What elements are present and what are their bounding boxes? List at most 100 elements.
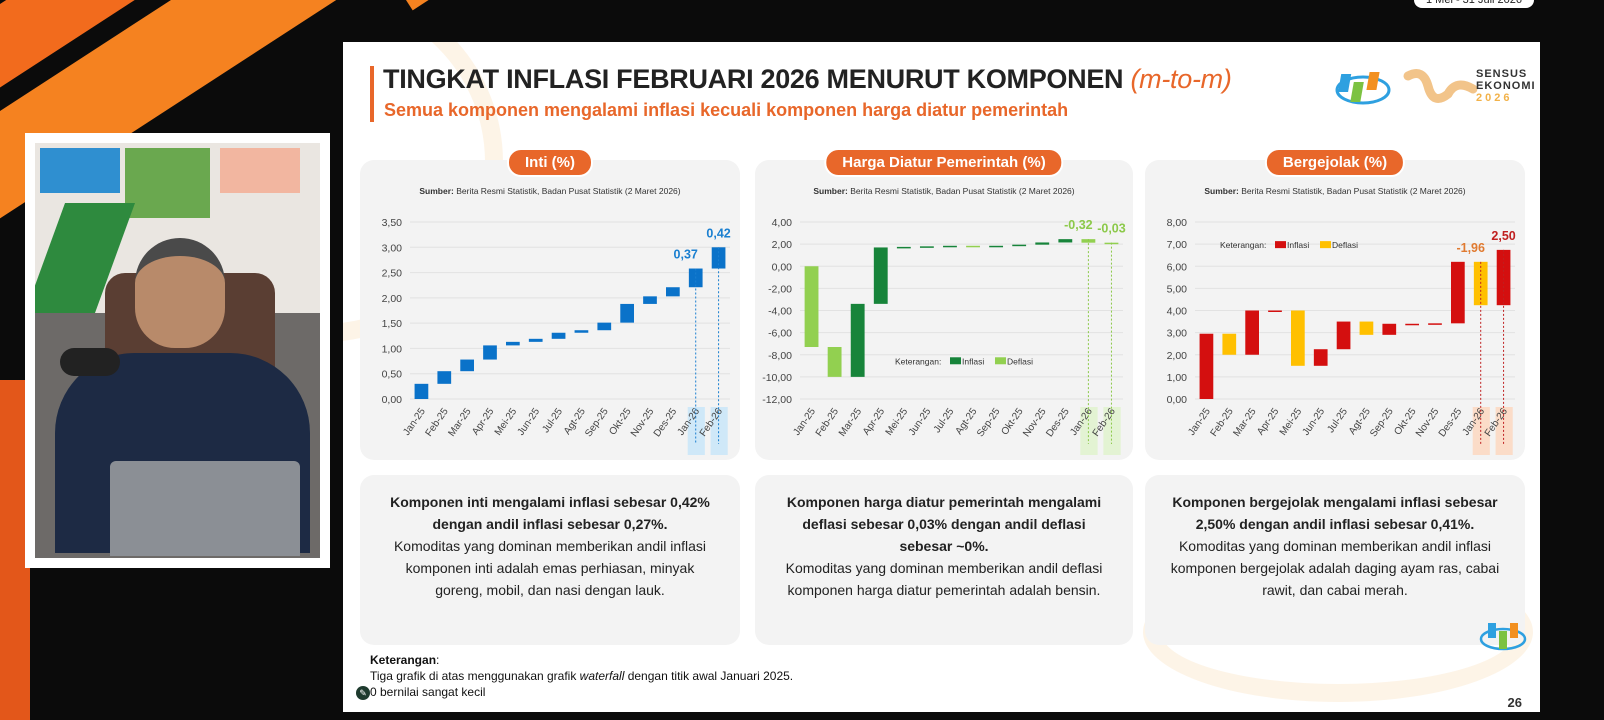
y-tick-label: 5,00	[1167, 283, 1188, 295]
highlight-band	[1495, 407, 1513, 455]
chart-card-2: Bergejolak (%) Sumber: Berita Resmi Stat…	[1145, 148, 1525, 460]
y-tick-label: -12,00	[762, 394, 792, 406]
bar-feb-26	[711, 247, 726, 269]
title-accent-bar	[370, 66, 374, 122]
x-tick-label: Des-25	[1437, 406, 1465, 439]
legend-deflasi: Deflasi	[1007, 356, 1033, 366]
legend-prefix: Keterangan:	[895, 356, 941, 366]
legend-swatch-inflasi	[950, 357, 961, 365]
source-label: Sumber:	[419, 186, 454, 196]
bar-jan-25	[1199, 333, 1214, 399]
data-label: -0,32	[1064, 218, 1093, 232]
source-label: Sumber:	[1204, 186, 1239, 196]
y-tick-label: -10,00	[762, 372, 792, 384]
legend-inflasi: Inflasi	[962, 356, 984, 366]
bar-mei-25	[1291, 310, 1305, 366]
bar-jul-25	[1336, 321, 1351, 350]
bar-nov-25	[1428, 323, 1442, 325]
legend-swatch-deflasi	[995, 357, 1006, 365]
notes-text: dengan titik awal Januari 2025.	[624, 669, 794, 683]
highlight-band	[1472, 407, 1490, 455]
y-tick-label: 2,00	[382, 293, 403, 305]
bar-des-25	[1451, 261, 1465, 324]
description-bold: Komponen harga diatur pemerintah mengala…	[786, 494, 1102, 554]
chart-source: Sumber: Berita Resmi Statistik, Badan Pu…	[755, 186, 1133, 196]
y-tick-label: 3,00	[1167, 328, 1188, 340]
notes-italic: waterfall	[579, 669, 625, 683]
bar-jul-25	[943, 245, 957, 248]
x-tick-label: Sep-25	[1368, 406, 1396, 439]
bar-apr-25	[1268, 310, 1282, 312]
bar-des-25	[666, 287, 680, 297]
bar-mar-25	[460, 359, 474, 372]
x-tick-label: Jun-25	[516, 406, 543, 438]
description-text: Komoditas yang dominan memberikan andil …	[393, 538, 707, 598]
legend-swatch-deflasi	[1320, 241, 1331, 249]
bar-jun-25	[919, 246, 934, 248]
logo-text: SENSUS EKONOMI 2026	[1476, 68, 1536, 104]
bar-mar-25	[1245, 310, 1259, 355]
y-tick-label: 4,00	[1167, 306, 1188, 318]
data-label: 2,50	[1491, 229, 1515, 243]
chart-source: Sumber: Berita Resmi Statistik, Badan Pu…	[1145, 186, 1525, 196]
x-tick-label: Mar-25	[837, 406, 864, 439]
bar-feb-25	[827, 347, 842, 377]
legend-deflasi: Deflasi	[1332, 240, 1358, 250]
bar-nov-25	[1035, 242, 1050, 245]
microphone	[60, 348, 120, 376]
bar-nov-25	[643, 296, 657, 304]
description-card-1: Komponen harga diatur pemerintah mengala…	[755, 475, 1133, 645]
y-tick-label: 0,00	[772, 261, 793, 273]
data-label: 0,42	[706, 226, 730, 240]
chart-card-0: Inti (%) Sumber: Berita Resmi Statistik,…	[360, 148, 740, 460]
source-text: Berita Resmi Statistik, Badan Pusat Stat…	[1238, 186, 1466, 196]
background-band	[380, 0, 782, 11]
y-tick-label: 2,00	[772, 239, 793, 251]
bar-agt-25	[1359, 321, 1374, 335]
legend-prefix: Keterangan:	[1220, 240, 1266, 250]
y-tick-label: 3,50	[382, 217, 403, 229]
x-tick-label: Mei-25	[1278, 406, 1305, 438]
waterfall-chart: -12,00 -10,00 -8,00 -6,00 -4,00 -2,00 0,00 2,00…	[762, 217, 1126, 455]
y-tick-label: 2,00	[1167, 350, 1188, 362]
bar-sep-25	[1382, 323, 1397, 335]
y-tick-label: 1,50	[382, 318, 403, 330]
chart-title: Inti (%)	[507, 148, 593, 177]
description-bold: Komponen inti mengalami inflasi sebesar …	[390, 494, 710, 532]
data-label: 0,37	[674, 248, 698, 262]
bar-okt-25	[1012, 244, 1027, 247]
bar-sep-25	[989, 245, 1004, 248]
logo-line: SENSUS	[1476, 68, 1528, 80]
presentation-slide: TINGKAT INFLASI FEBRUARI 2026 MENURUT KO…	[343, 42, 1540, 712]
highlight-band	[1080, 407, 1098, 455]
bps-logo-icon	[1335, 69, 1478, 105]
legend-swatch-inflasi	[1275, 241, 1286, 249]
bps-logo-small-icon	[1479, 623, 1527, 651]
highlight-band	[710, 407, 728, 455]
y-tick-label: 2,50	[382, 268, 403, 280]
x-tick-label: Jun-25	[907, 406, 934, 438]
y-tick-label: -6,00	[768, 328, 792, 340]
bps-sensus-logo: SENSUS EKONOMI 2026	[1333, 64, 1536, 114]
description-card-0: Komponen inti mengalami inflasi sebesar …	[360, 475, 740, 645]
chart-title: Harga Diatur Pemerintah (%)	[824, 148, 1064, 177]
bar-feb-26	[1496, 249, 1511, 306]
edit-pen-icon[interactable]: ✎	[356, 686, 370, 700]
x-tick-label: Mei-25	[493, 406, 520, 438]
y-tick-label: 7,00	[1167, 239, 1188, 251]
presenter	[135, 238, 225, 348]
y-tick-label: 0,50	[382, 369, 403, 381]
wall-art	[40, 148, 120, 193]
bar-apr-25	[483, 345, 497, 360]
data-label: -0,03	[1097, 222, 1126, 236]
bar-des-25	[1058, 239, 1073, 243]
title-suffix: (m-to-m)	[1130, 64, 1232, 94]
notes-line-2: ✎ 0 bernilai sangat kecil	[356, 684, 793, 700]
x-tick-label: Des-25	[652, 406, 680, 439]
bar-mei-25	[896, 246, 911, 249]
bar-sep-25	[597, 322, 612, 331]
x-tick-label: Mar-25	[1231, 406, 1258, 439]
description-bold: Komponen bergejolak mengalami inflasi se…	[1172, 494, 1498, 532]
source-label: Sumber:	[813, 186, 848, 196]
bar-mar-25	[850, 303, 865, 377]
